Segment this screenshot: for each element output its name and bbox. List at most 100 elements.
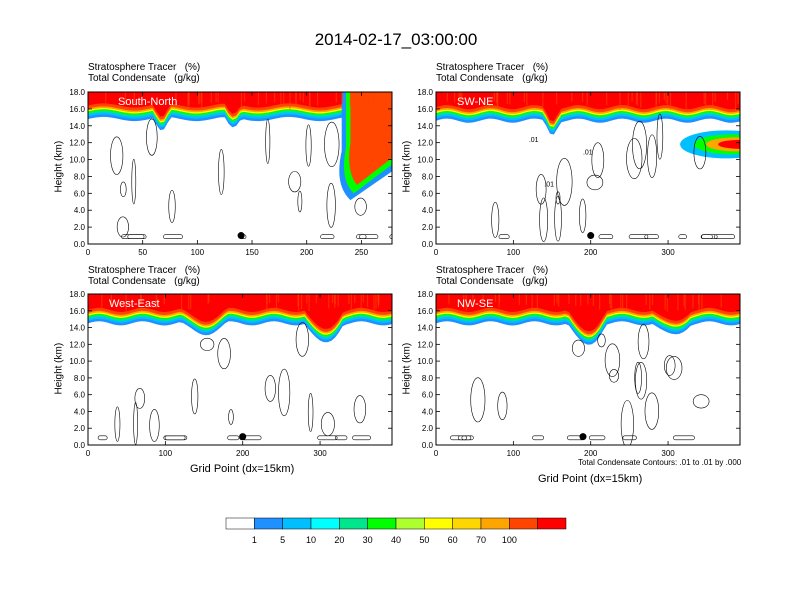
panel-4: 0.0 2.0 4.0 6.0 8.0 10.0 12.0 14.0 16.0 18.0 0 100 2…	[417, 290, 741, 458]
panel-1-condensate-contour	[265, 118, 271, 164]
panel-1-condensate-contour	[326, 182, 336, 228]
panel-2-condensate-contour	[656, 113, 664, 160]
panel-2-contour-label: .01	[583, 149, 593, 156]
panel-4-frame	[435, 293, 741, 446]
panel-1-ytick-label: 0.0	[74, 240, 86, 249]
panel-1-title: Stratosphere Tracer (%) Total Condensate …	[88, 62, 200, 84]
panel-4-xtick-label: 200	[584, 449, 598, 458]
panel-3-low-contour	[317, 435, 338, 441]
panel-1-xtick-label: 100	[191, 248, 205, 257]
colorbar-swatch	[480, 517, 510, 530]
figure-title: 2014-02-17_03:00:00	[314, 30, 478, 49]
panel-2-condensate-contour	[626, 138, 643, 180]
panel-3-ytick-label: 4.0	[74, 407, 86, 416]
panel-2-condensate-contour	[555, 191, 561, 205]
panel-4-condensate-contour	[597, 333, 606, 348]
panel-2-title: Stratosphere Tracer (%) Total Condensate …	[436, 62, 548, 84]
panel-2-ytick-label: 4.0	[422, 206, 434, 215]
panel-2-ytick-label: 6.0	[422, 189, 434, 198]
panel-1-ytick-label: 2.0	[74, 223, 86, 232]
panel-4-title: Stratosphere Tracer (%) Total Condensate …	[436, 265, 548, 287]
panel-4-low-contour	[622, 435, 637, 441]
panel-2-xtick-label: 200	[584, 248, 598, 257]
panel-4-ytick-label: 2.0	[422, 424, 434, 433]
panel-4-condensate-contour	[692, 394, 710, 409]
panel-1-tracer-band-8	[88, 92, 392, 117]
panel-2: .01 .01 .01 0.0 2.0 4.0 6.0 8.0 10.0 12.0 14.0 16.0…	[417, 88, 741, 257]
panel-3-ytick-label: 10.0	[69, 357, 85, 366]
colorbar-swatch	[537, 517, 567, 530]
panel-3-location-marker	[239, 433, 247, 441]
colorbar-label: 1	[252, 535, 257, 545]
panel-2-condensate-contour	[693, 136, 707, 170]
panel-1-xtick-label: 250	[355, 248, 369, 257]
panel-4-xtick-label: 0	[434, 449, 439, 458]
panel-1-ytick-label: 10.0	[69, 156, 85, 165]
panel-3: 0.0 2.0 4.0 6.0 8.0 10.0 12.0 14.0 16.0 18.0 0 100 2…	[69, 290, 393, 458]
panel-3-title: Stratosphere Tracer (%) Total Condensate …	[88, 265, 200, 287]
panel-4-title-line2: Total Condensate (g/kg)	[436, 276, 548, 287]
panel-2-xtick-label: 0	[434, 248, 439, 257]
panel-2-jet-core	[718, 139, 740, 149]
panel-2-low-contour	[714, 234, 736, 240]
panel-3-xtick-label: 200	[236, 449, 250, 458]
colorbar-swatch	[367, 517, 397, 530]
panel-2-condensate-contour	[579, 198, 587, 233]
colorbar-swatch	[452, 517, 482, 530]
panel-3-condensate-contour	[149, 409, 160, 442]
panel-2-ytick-label: 10.0	[417, 156, 433, 165]
panel-4-ytick-label: 6.0	[422, 391, 434, 400]
panel-4-condensate-contour	[620, 400, 634, 445]
panel-3-field	[88, 294, 392, 445]
colorbar-swatch	[225, 517, 255, 530]
colorbar-label: 30	[363, 535, 373, 545]
panel-4-condensate-contour	[609, 369, 619, 383]
colorbar-label: 100	[502, 535, 517, 545]
panel-3-xtick-label: 300	[313, 449, 327, 458]
panel-2-field: .01 .01 .01	[436, 92, 740, 244]
panel-2-condensate-contour	[535, 174, 547, 205]
panel-4-xtick-label: 100	[507, 449, 521, 458]
colorbar-label: 70	[476, 535, 486, 545]
panel-4-condensate-contour	[497, 391, 508, 420]
colorbar: 1 5 10 20 30 40 50 60 70 100	[225, 517, 567, 545]
panel-3-ytick-label: 16.0	[69, 307, 85, 316]
panel-4-ytick-label: 4.0	[422, 407, 434, 416]
panel-4-condensate-contour	[644, 392, 660, 430]
panel-3-title-line2: Total Condensate (g/kg)	[88, 276, 200, 287]
panel-4-field	[436, 294, 740, 445]
colorbar-swatch	[395, 517, 425, 530]
panel-1-condensate-contour	[146, 118, 158, 156]
panel-3-condensate-contour	[295, 322, 309, 357]
panel-1-location-marker	[237, 232, 245, 240]
panel-3-condensate-contour	[353, 395, 367, 424]
panel-2-condensate-contour	[591, 142, 605, 178]
panel-4-condensate-contour	[665, 356, 683, 380]
panel-1-condensate-contour	[131, 158, 137, 205]
panel-3-condensate-contour	[307, 393, 314, 432]
panel-2-ytick-label: 18.0	[417, 88, 433, 97]
panel-2-condensate-contour	[647, 134, 658, 178]
panel-3-condensate-contour	[228, 409, 234, 425]
panel-2-low-contour	[644, 234, 659, 240]
panel-4-low-contour	[532, 435, 545, 441]
panel-2-contour-label: .01	[529, 137, 539, 144]
colorbar-swatch	[339, 517, 368, 530]
panel-1-condensate-contour	[288, 171, 302, 193]
panel-1-condensate-contour	[305, 124, 312, 167]
panel-2-ytick-label: 8.0	[422, 172, 434, 181]
panel-2-region-label: SW-NE	[457, 96, 494, 108]
panel-1-low-contour	[163, 234, 183, 240]
colorbar-swatch	[509, 517, 538, 530]
panel-3-xtick-label: 100	[159, 449, 173, 458]
panel-1-xtick-label: 50	[138, 248, 147, 257]
panel-2-ytick-label: 16.0	[417, 105, 433, 114]
panel-4-xtick-label: 300	[661, 449, 675, 458]
panel-1-condensate-contour	[168, 189, 176, 223]
panel-2-ytick-label: 0.0	[422, 240, 434, 249]
panel-2-location-marker	[587, 232, 595, 240]
panel-3-condensate-contour	[191, 378, 199, 415]
panel-3-ytick-label: 2.0	[74, 424, 86, 433]
panel-3-low-contour	[164, 435, 188, 441]
panel-3-condensate-contour	[134, 388, 145, 409]
